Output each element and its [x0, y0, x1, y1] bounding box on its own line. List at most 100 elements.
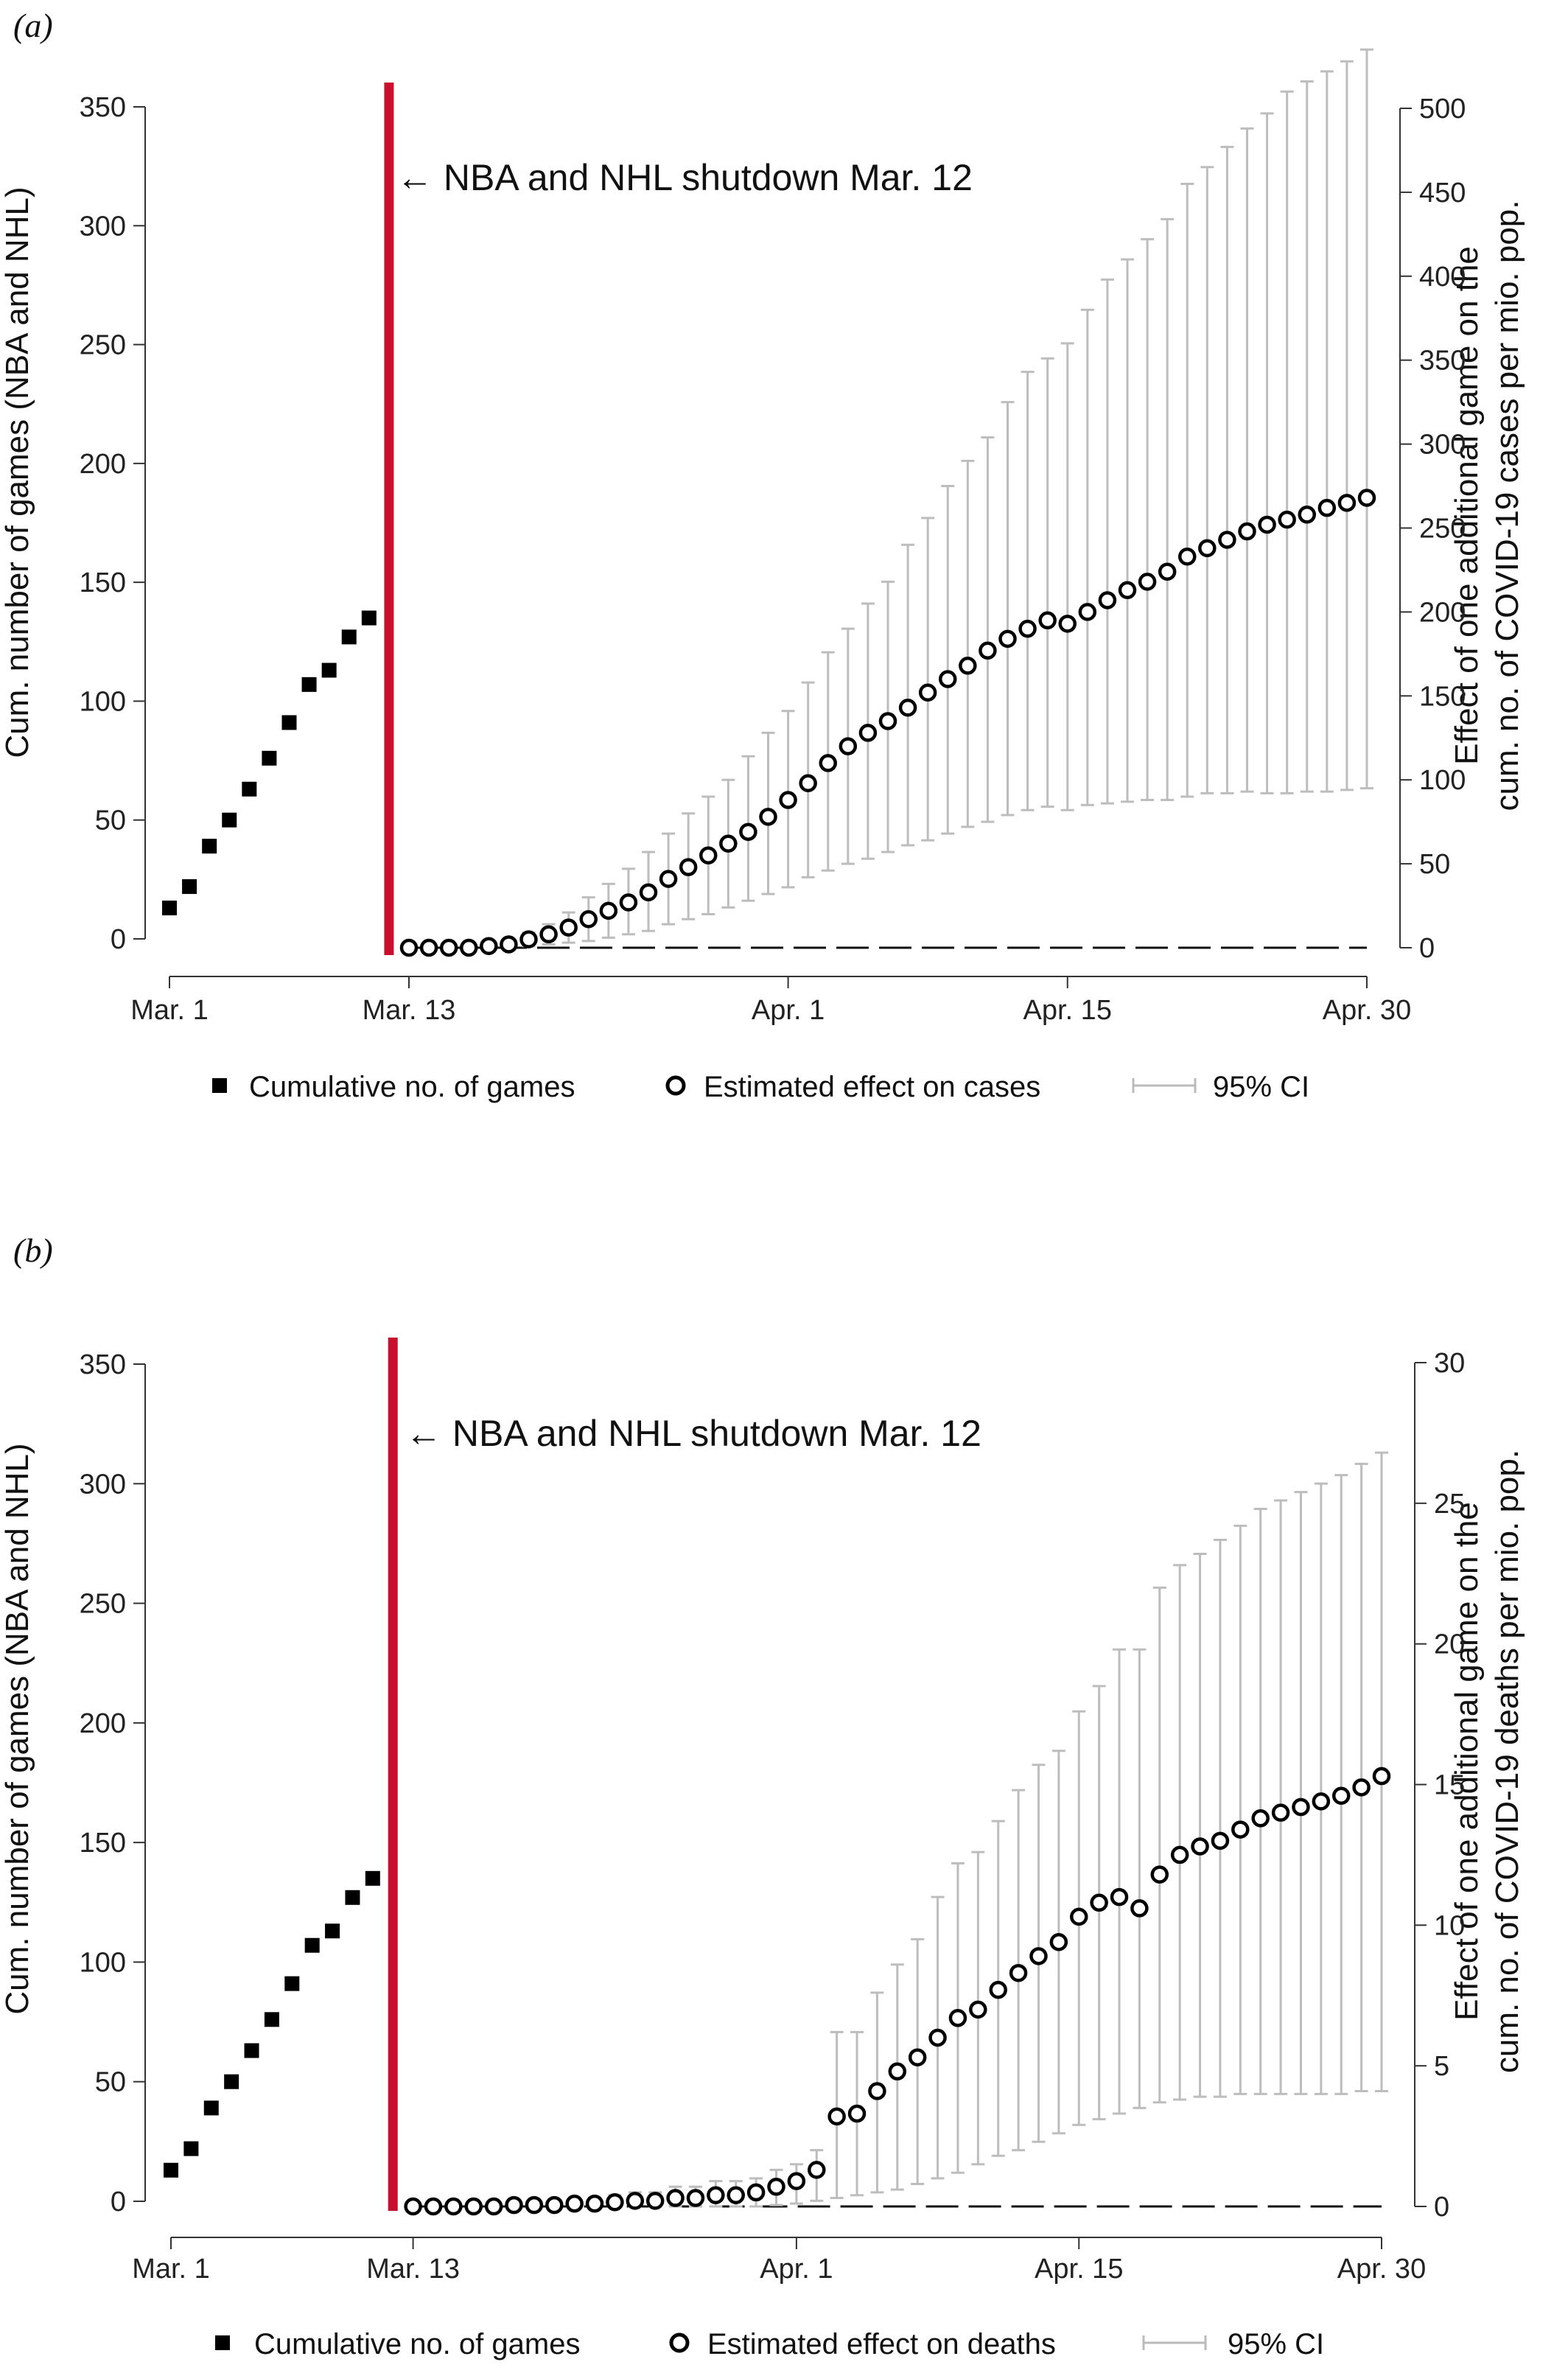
effect-point [1078, 603, 1097, 621]
effect-point [404, 2197, 422, 2216]
effect-point [1098, 591, 1117, 609]
effect-point [908, 2048, 927, 2066]
right-axis-tick-label: 100 [1419, 765, 1466, 796]
legend: Cumulative no. of games Estimated effect… [215, 2328, 1324, 2360]
effect-point [519, 930, 538, 948]
games-point [242, 781, 257, 797]
panel-label: (b) [13, 1231, 53, 1269]
effect-point [565, 2194, 584, 2213]
effect-point [779, 791, 797, 809]
right-axis-tick-label: 0 [1419, 933, 1435, 964]
effect-point [868, 2082, 886, 2100]
games-point [301, 677, 317, 692]
effect-point [1271, 1803, 1290, 1822]
effect-point [1372, 1766, 1391, 1786]
right-axis-title-line1: Effect of one additional game on the [1449, 1502, 1485, 2021]
effect-point [1018, 619, 1037, 638]
legend-effect-label: Estimated effect on cases [704, 1071, 1040, 1103]
effect-point [1170, 1845, 1189, 1864]
right-axis-title-line2: cum. no. of COVID-19 cases per mio. pop. [1489, 200, 1525, 811]
effect-point [1298, 506, 1316, 524]
games-point [325, 1923, 340, 1939]
effect-point [1150, 1865, 1169, 1884]
games-point [203, 2100, 219, 2116]
effect-point [505, 2195, 523, 2215]
effect-point [808, 2161, 826, 2179]
games-point [345, 1890, 360, 1905]
effect-point [727, 2186, 745, 2204]
right-axis-tick-label: 5 [1434, 2051, 1449, 2082]
effect-point [480, 937, 498, 955]
left-axis-tick-label: 100 [80, 1947, 126, 1978]
effect-point [939, 670, 957, 688]
x-axis-tick-label: Apr. 1 [752, 995, 825, 1026]
effect-point [679, 858, 698, 876]
right-axis-tick-label: 500 [1419, 94, 1466, 125]
games-point [321, 663, 337, 678]
effect-point [1029, 1947, 1048, 1965]
right-axis-tick-label: 200 [1419, 597, 1466, 628]
left-axis-tick-label: 0 [111, 924, 126, 955]
games-point [264, 2012, 279, 2027]
effect-point [998, 629, 1017, 649]
left-axis-tick-label: 50 [95, 2067, 126, 2098]
x-axis-tick-label: Apr. 15 [1035, 2254, 1123, 2285]
games-point [183, 2141, 199, 2156]
effect-point [989, 1980, 1007, 1999]
left-axis-tick-label: 350 [80, 92, 126, 123]
effect-point [1178, 547, 1197, 566]
effect-point [579, 910, 598, 929]
left-axis-title: Cum. number of games (NBA and NHL) [0, 186, 35, 758]
effect-point [948, 2009, 967, 2027]
left-axis-tick-label: 150 [80, 567, 126, 598]
effect-point [424, 2197, 443, 2216]
legend-ci-label: 95% CI [1228, 2328, 1324, 2360]
effect-point [787, 2172, 806, 2190]
effect-point [1331, 1786, 1351, 1806]
effect-point [1218, 531, 1236, 549]
legend-ci-label: 95% CI [1213, 1071, 1309, 1103]
left-axis-tick-label: 150 [80, 1828, 126, 1859]
x-axis-tick-label: Apr. 15 [1023, 995, 1112, 1026]
effect-point [1211, 1831, 1230, 1850]
left-axis-tick-label: 300 [80, 1469, 126, 1500]
effect-point [858, 724, 878, 742]
effect-point [1118, 581, 1137, 600]
right-axis-title-line2: cum. no. of COVID-19 deaths per mio. pop… [1489, 1450, 1525, 2073]
effect-point [888, 2062, 907, 2081]
effect-point [639, 883, 658, 902]
effect-point [1278, 510, 1296, 529]
right-axis-tick-label: 50 [1419, 849, 1450, 880]
effect-point [666, 2189, 685, 2207]
shutdown-annotation: ← NBA and NHL shutdown Mar. 12 [405, 1413, 981, 1454]
games-point [262, 750, 277, 766]
games-point [281, 715, 297, 730]
left-axis-tick-label: 0 [111, 2187, 126, 2218]
effect-point [559, 918, 578, 937]
right-axis-tick-label: 25 [1434, 1489, 1465, 1520]
effect-point [484, 2197, 503, 2216]
right-axis-tick-label: 400 [1419, 262, 1466, 293]
panel-b: (b) Cum. number of games (NBA and NHL) E… [0, 1231, 1525, 2360]
right-axis-tick-label: 250 [1419, 514, 1466, 545]
effect-point [1357, 489, 1376, 507]
effect-point [969, 2000, 987, 2019]
effect-point [1138, 573, 1157, 591]
effect-point [686, 2189, 705, 2207]
shutdown-annotation: ← NBA and NHL shutdown Mar. 12 [396, 157, 973, 198]
legend-games-label: Cumulative no. of games [254, 2328, 580, 2360]
right-axis-tick-label: 300 [1419, 430, 1466, 461]
effect-point [918, 683, 937, 702]
games-point [365, 1870, 380, 1886]
games-point [162, 901, 177, 916]
panel-a: (a) Cum. number of games (NBA and NHL) E… [0, 7, 1525, 1103]
effect-point [799, 774, 817, 793]
left-axis-tick-label: 300 [80, 211, 126, 242]
effect-point [1058, 615, 1077, 633]
effect-point [1191, 1837, 1209, 1856]
effect-point [1198, 539, 1217, 558]
effect-point [959, 657, 977, 675]
effect-point [1231, 1820, 1250, 1839]
effect-point [1238, 522, 1256, 541]
